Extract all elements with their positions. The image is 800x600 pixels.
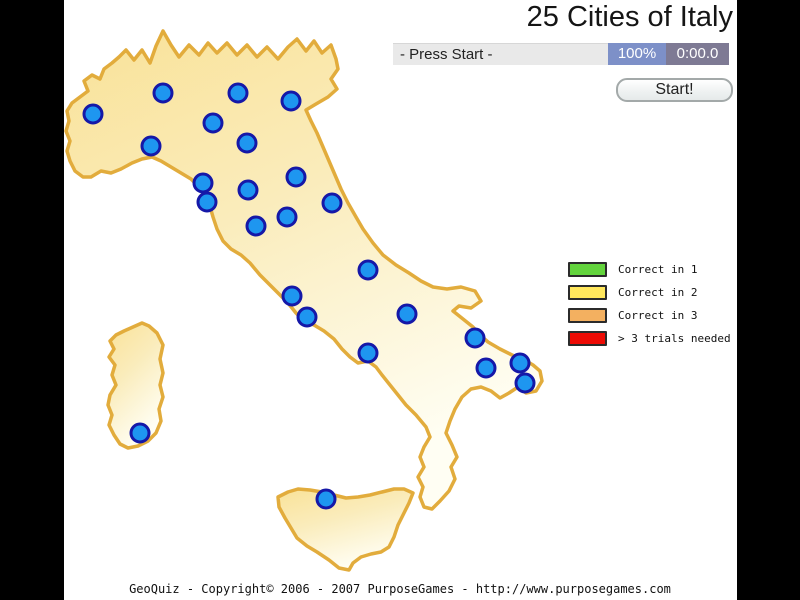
- legend-swatch: [568, 331, 607, 346]
- sardinia-island: [106, 321, 165, 450]
- city-dot-20[interactable]: [464, 327, 486, 349]
- city-dot-10[interactable]: [285, 166, 307, 188]
- city-dot-4[interactable]: [280, 90, 302, 112]
- page-title: 25 Cities of Italy: [526, 1, 733, 33]
- city-dot-22[interactable]: [475, 357, 497, 379]
- legend-swatch: [568, 262, 607, 277]
- city-dot-23[interactable]: [514, 372, 536, 394]
- start-button[interactable]: Start!: [616, 78, 733, 102]
- legend-row-3: Correct in 3: [568, 304, 731, 327]
- legend-row-1: Correct in 1: [568, 258, 731, 281]
- city-dot-12[interactable]: [321, 192, 343, 214]
- city-dot-2[interactable]: [152, 82, 174, 104]
- city-dot-17[interactable]: [296, 306, 318, 328]
- legend-label: Correct in 2: [618, 286, 698, 299]
- italy-mainland: [64, 29, 544, 511]
- legend-row-4: > 3 trials needed: [568, 327, 731, 350]
- city-dot-14[interactable]: [276, 206, 298, 228]
- city-dot-11[interactable]: [237, 179, 259, 201]
- game-timer: 0:00.0: [666, 43, 729, 65]
- city-dot-24[interactable]: [129, 422, 151, 444]
- city-dot-16[interactable]: [281, 285, 303, 307]
- status-message: - Press Start -: [393, 43, 608, 65]
- city-dot-7[interactable]: [236, 132, 258, 154]
- legend-swatch: [568, 285, 607, 300]
- score-legend: Correct in 1 Correct in 2 Correct in 3 > 3 …: [568, 258, 731, 350]
- city-dot-13[interactable]: [245, 215, 267, 237]
- progress-percent: 100%: [608, 43, 666, 65]
- city-dot-5[interactable]: [202, 112, 224, 134]
- city-dot-15[interactable]: [357, 259, 379, 281]
- legend-label: Correct in 1: [618, 263, 698, 276]
- city-dot-9[interactable]: [196, 191, 218, 213]
- legend-label: > 3 trials needed: [618, 332, 731, 345]
- legend-label: Correct in 3: [618, 309, 698, 322]
- status-bar: - Press Start - 100% 0:00.0: [393, 43, 729, 65]
- sicily-island: [276, 487, 415, 572]
- city-dot-25[interactable]: [315, 488, 337, 510]
- city-dot-19[interactable]: [357, 342, 379, 364]
- city-dot-8[interactable]: [192, 172, 214, 194]
- city-dot-18[interactable]: [396, 303, 418, 325]
- city-dot-3[interactable]: [227, 82, 249, 104]
- city-dot-1[interactable]: [82, 103, 104, 125]
- legend-row-2: Correct in 2: [568, 281, 731, 304]
- city-dot-6[interactable]: [140, 135, 162, 157]
- copyright-footer: GeoQuiz - Copyright© 2006 - 2007 Purpose…: [129, 582, 671, 596]
- legend-swatch: [568, 308, 607, 323]
- city-dot-21[interactable]: [509, 352, 531, 374]
